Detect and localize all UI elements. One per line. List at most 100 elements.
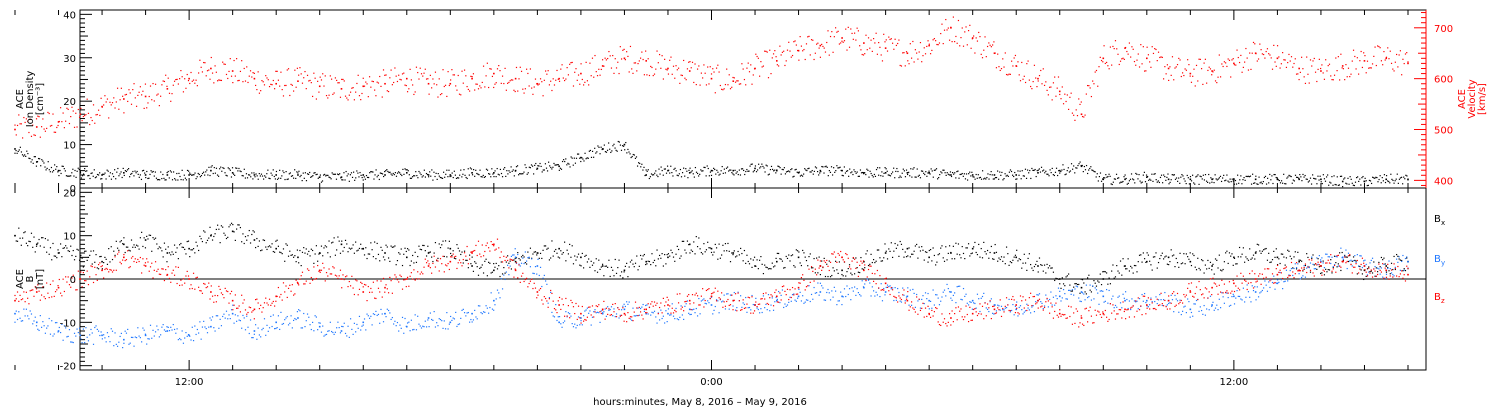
bx-point: [87, 256, 90, 258]
density-point: [655, 170, 657, 172]
bx-point: [1389, 273, 1391, 275]
density-point: [988, 178, 990, 180]
by-point: [702, 299, 704, 301]
by-point: [675, 307, 677, 310]
by-point: [1235, 297, 1237, 299]
density-point: [1290, 175, 1292, 178]
density-point: [285, 170, 287, 173]
velocity-point: [442, 69, 444, 71]
velocity-point: [1393, 70, 1395, 72]
velocity-point: [463, 69, 466, 71]
bx-point: [1087, 277, 1089, 279]
velocity-point: [936, 43, 938, 46]
bx-point: [622, 277, 624, 279]
density-point: [389, 171, 391, 173]
bx-point: [957, 243, 960, 245]
density-point: [353, 171, 355, 173]
by-point: [21, 320, 24, 322]
bx-point: [1404, 269, 1407, 272]
velocity-point: [941, 23, 943, 25]
density-point: [631, 155, 633, 158]
density-point: [1063, 168, 1065, 171]
velocity-point: [667, 67, 669, 70]
bx-point: [272, 250, 274, 253]
bx-point: [1370, 270, 1372, 272]
density-point: [251, 172, 253, 174]
bx-point: [1147, 254, 1149, 256]
velocity-point: [412, 84, 414, 86]
velocity-point: [28, 131, 30, 134]
density-point: [260, 173, 263, 175]
bx-point: [1013, 256, 1015, 258]
density-point: [544, 163, 547, 165]
bx-point: [1058, 278, 1061, 280]
density-point: [1055, 167, 1058, 169]
density-point: [1126, 183, 1128, 185]
by-point: [551, 311, 553, 314]
bx-point: [816, 257, 818, 259]
bx-point: [320, 245, 323, 247]
velocity-point: [927, 40, 929, 42]
bx-point: [922, 249, 924, 251]
density-point: [809, 171, 811, 173]
velocity-point: [1211, 70, 1213, 72]
by-point: [195, 333, 197, 336]
by-point: [1069, 289, 1071, 292]
by-point: [765, 303, 767, 306]
density-point: [615, 149, 617, 151]
bx-point: [379, 260, 381, 262]
density-point: [1378, 178, 1380, 181]
by-point: [480, 311, 482, 314]
velocity-point: [396, 80, 399, 83]
density-point: [634, 157, 637, 159]
velocity-point: [752, 74, 754, 76]
by-point: [342, 325, 344, 328]
bx-point: [683, 240, 685, 242]
density-point: [961, 172, 963, 175]
density-point: [405, 169, 407, 171]
by-point: [27, 315, 29, 317]
by-point: [795, 300, 797, 302]
by-point: [519, 265, 521, 267]
velocity-point: [967, 30, 970, 32]
bx-point: [77, 249, 79, 251]
bx-point: [946, 259, 948, 261]
velocity-point: [845, 28, 847, 30]
density-point: [275, 174, 277, 176]
density-point: [1248, 176, 1251, 178]
velocity-point: [588, 84, 590, 86]
density-point: [74, 169, 76, 172]
bx-point: [831, 274, 833, 277]
density-point: [935, 168, 938, 170]
velocity-point: [229, 58, 231, 60]
by-point: [761, 311, 763, 314]
bx-point: [769, 267, 771, 270]
by-point: [776, 298, 778, 301]
bx-point: [1015, 256, 1018, 259]
velocity-point: [1274, 61, 1276, 63]
bx-point: [148, 234, 150, 236]
by-point: [100, 331, 102, 333]
bx-point: [274, 251, 276, 253]
velocity-point: [291, 84, 293, 86]
by-point: [1008, 298, 1010, 301]
density-point: [974, 178, 976, 180]
bx-point: [740, 247, 742, 250]
by-point: [532, 272, 534, 274]
density-point: [985, 178, 987, 180]
velocity-point: [53, 131, 55, 133]
bx-point: [1036, 260, 1038, 262]
density-point: [621, 145, 624, 147]
density-point: [409, 177, 411, 179]
by-point: [1245, 296, 1247, 298]
by-point: [818, 294, 820, 296]
velocity-point: [808, 35, 810, 37]
velocity-point: [362, 77, 364, 79]
velocity-point: [527, 72, 529, 75]
by-point: [536, 265, 539, 267]
by-point: [1075, 285, 1077, 287]
velocity-point: [429, 74, 431, 76]
velocity-point: [151, 99, 153, 101]
bx-point: [263, 239, 266, 242]
density-point: [804, 168, 806, 170]
